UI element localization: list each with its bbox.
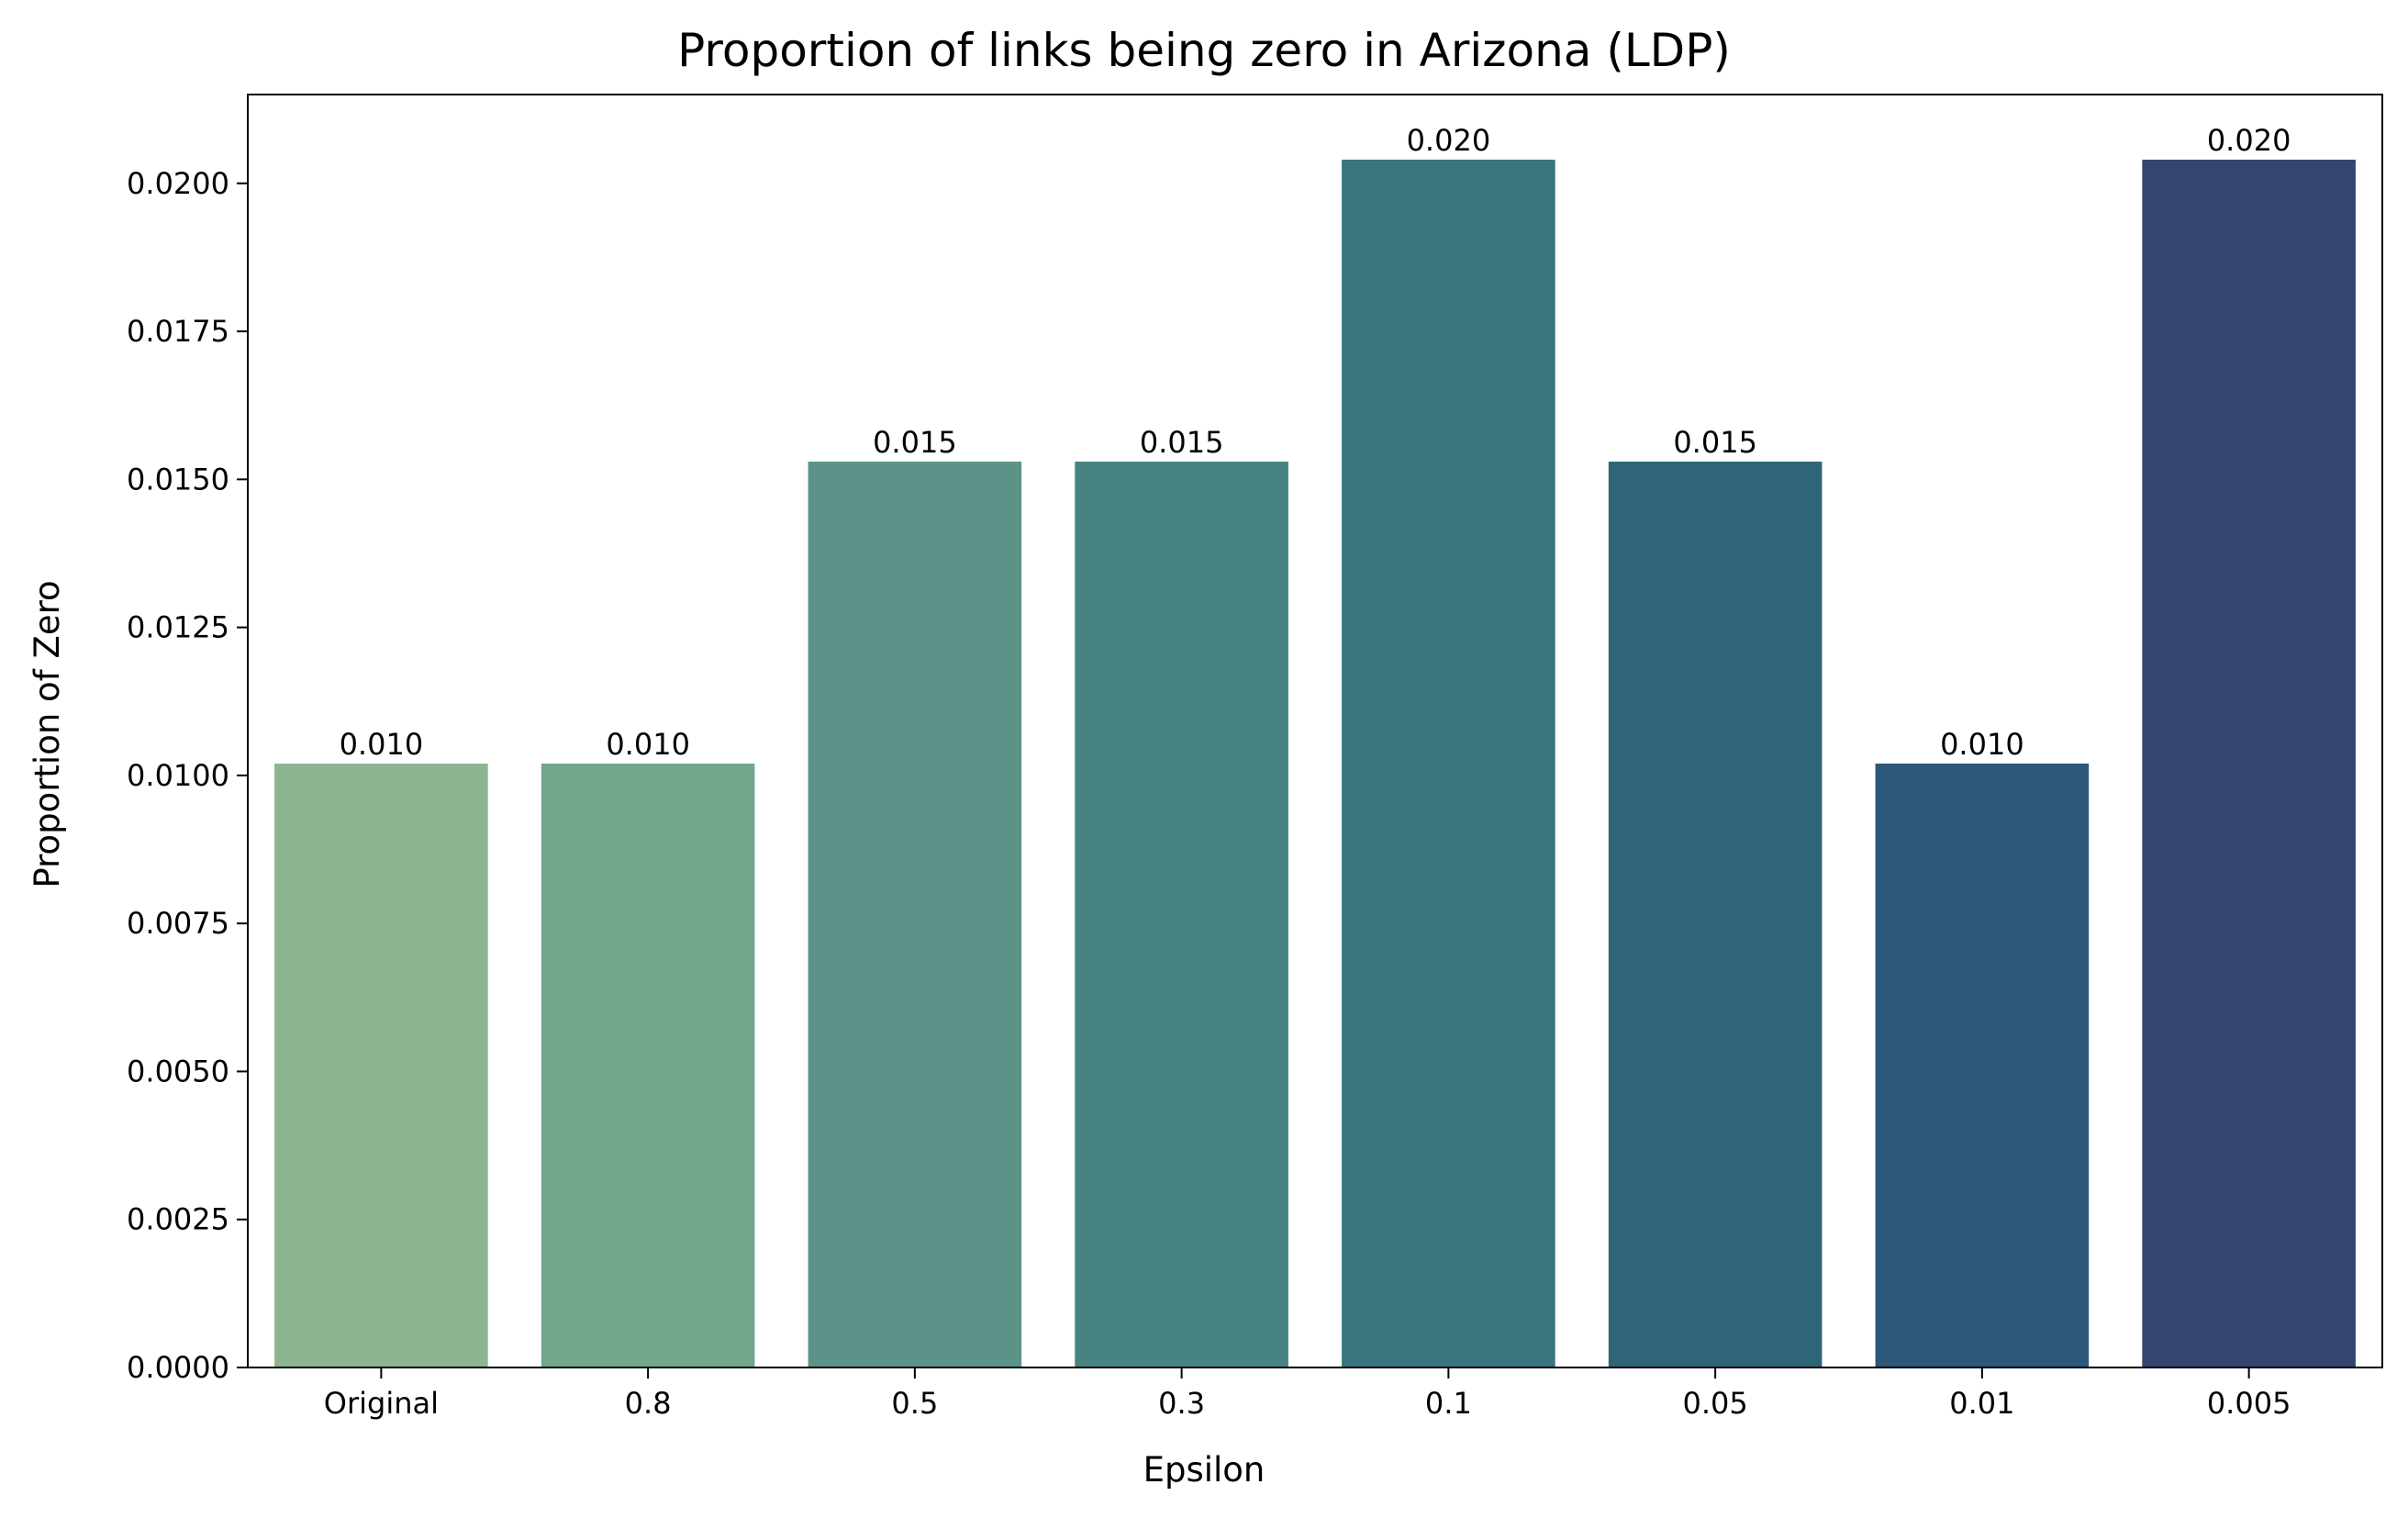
bar	[808, 461, 1022, 1367]
y-tick-label: 0.0100	[127, 758, 229, 793]
bar-value-label: 0.010	[340, 727, 424, 762]
bar	[2142, 159, 2356, 1368]
x-axis: Original 0.8 0.5 0.3 0.1 0.05 0.01 0.005	[324, 1367, 2291, 1421]
bar-value-label: 0.020	[1407, 123, 1491, 158]
value-labels-group: 0.010 0.010 0.015 0.015 0.020 0.015 0.010 0.020	[340, 123, 2291, 762]
x-tick-label: 0.05	[1683, 1386, 1748, 1421]
x-tick-label: Original	[324, 1386, 439, 1421]
bar	[1075, 461, 1288, 1367]
chart-title: Proportion of links being zero in Arizon…	[677, 24, 1731, 77]
bar	[1342, 159, 1555, 1368]
bar-value-label: 0.015	[1673, 425, 1757, 460]
bars-group	[274, 159, 2356, 1368]
y-axis-label: Proportion of Zero	[28, 580, 67, 887]
bar-value-label: 0.015	[1140, 425, 1224, 460]
y-tick-label: 0.0050	[127, 1054, 229, 1088]
bar	[274, 763, 488, 1367]
bar-value-label: 0.010	[606, 727, 690, 762]
y-tick-label: 0.0075	[127, 906, 229, 941]
bar	[1875, 763, 2090, 1367]
y-tick-label: 0.0025	[127, 1202, 229, 1237]
x-tick-label: 0.01	[1949, 1386, 2014, 1421]
y-tick-label: 0.0150	[127, 462, 229, 497]
bar-value-label: 0.015	[873, 425, 957, 460]
bar	[1608, 461, 1823, 1367]
x-tick-label: 0.1	[1425, 1386, 1472, 1421]
y-tick-label: 0.0200	[127, 166, 229, 201]
y-tick-label: 0.0125	[127, 610, 229, 645]
x-tick-label: 0.3	[1158, 1386, 1205, 1421]
x-tick-label: 0.8	[625, 1386, 672, 1421]
bar-value-label: 0.010	[1940, 727, 2024, 762]
y-tick-label: 0.0175	[127, 314, 229, 349]
x-tick-label: 0.5	[891, 1386, 938, 1421]
bar	[541, 763, 755, 1367]
x-tick-label: 0.005	[2207, 1386, 2291, 1421]
plot-frame	[247, 94, 2383, 1368]
y-tick-label: 0.0000	[127, 1350, 229, 1385]
x-axis-label: Epsilon	[1143, 1450, 1265, 1490]
y-axis: 0.0000 0.0025 0.0050 0.0075 0.0100 0.0125 0.01…	[127, 166, 248, 1385]
bar-value-label: 0.020	[2207, 123, 2291, 158]
